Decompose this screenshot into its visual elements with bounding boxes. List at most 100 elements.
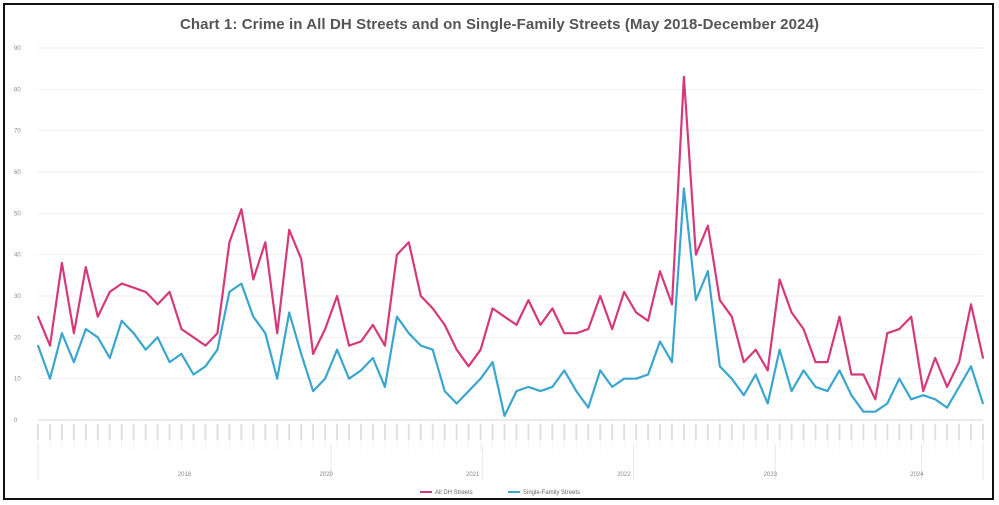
data-point xyxy=(970,303,972,306)
x-tick-label-placeholder xyxy=(647,424,650,440)
data-point xyxy=(72,332,75,335)
data-point xyxy=(766,402,769,405)
x-tick-label-placeholder xyxy=(72,424,75,440)
data-point xyxy=(156,303,159,306)
x-tick-label-placeholder xyxy=(539,424,542,440)
data-point xyxy=(826,390,829,392)
data-point xyxy=(934,357,937,359)
year-label: 2020 xyxy=(320,472,334,478)
data-point xyxy=(611,386,614,388)
series-lines xyxy=(36,75,985,417)
data-point xyxy=(192,373,195,376)
data-point xyxy=(551,307,554,310)
x-tick-label-placeholder xyxy=(778,424,781,440)
data-point xyxy=(300,257,303,260)
data-point xyxy=(886,332,889,335)
x-tick-label-placeholder xyxy=(682,424,685,440)
x-tick-label-placeholder xyxy=(886,424,889,440)
data-point xyxy=(683,76,685,78)
x-tick-label-placeholder xyxy=(575,424,578,440)
data-point xyxy=(587,328,590,330)
data-point xyxy=(49,377,51,380)
year-label: 2021 xyxy=(466,472,480,478)
data-point xyxy=(276,377,279,380)
data-point xyxy=(766,369,769,372)
year-label: 2024 xyxy=(910,472,924,478)
x-tick-label-placeholder xyxy=(587,424,590,440)
data-point xyxy=(527,299,530,302)
data-point xyxy=(695,299,697,302)
x-tick-label-placeholder xyxy=(132,424,135,440)
data-point xyxy=(312,390,315,392)
x-tick-label-placeholder xyxy=(515,424,518,440)
data-point xyxy=(862,410,865,413)
x-tick-label-placeholder xyxy=(730,424,733,440)
data-point xyxy=(946,406,949,409)
data-point xyxy=(383,344,386,347)
data-point xyxy=(264,332,267,335)
data-point xyxy=(216,332,219,335)
data-point xyxy=(730,315,733,318)
data-point xyxy=(407,332,410,335)
data-point xyxy=(910,398,913,401)
data-point xyxy=(563,332,566,335)
data-point xyxy=(108,357,111,359)
data-point xyxy=(252,315,255,318)
data-point xyxy=(348,377,350,380)
x-tick-label-placeholder xyxy=(766,424,769,440)
x-tick-label-placeholder xyxy=(874,424,877,440)
data-point xyxy=(192,336,195,339)
data-point xyxy=(228,241,231,244)
data-point xyxy=(395,315,398,318)
data-point xyxy=(204,344,207,347)
data-point xyxy=(49,344,51,347)
data-point xyxy=(491,361,494,364)
x-tick-label-placeholder xyxy=(312,424,315,440)
data-point xyxy=(503,414,506,417)
x-tick-label-placeholder xyxy=(371,424,374,440)
data-point xyxy=(120,319,123,322)
x-tick-label-placeholder xyxy=(108,424,111,440)
legend: All DH Streets Single-Family Streets xyxy=(420,490,580,496)
x-tick-label-placeholder xyxy=(120,424,123,440)
data-point xyxy=(958,386,960,388)
x-tick-label-placeholder xyxy=(455,424,458,440)
x-tick-label-placeholder xyxy=(383,424,386,440)
x-tick-label-placeholder xyxy=(838,424,841,440)
x-tick-label-placeholder xyxy=(754,424,757,440)
legend-label: Single-Family Streets xyxy=(523,490,580,496)
data-point xyxy=(659,340,661,343)
x-tick-label-placeholder xyxy=(144,424,147,440)
data-point xyxy=(37,315,39,318)
gridlines xyxy=(38,47,983,421)
x-tick-label-placeholder xyxy=(204,424,207,440)
data-point xyxy=(336,295,338,297)
data-point xyxy=(922,394,925,397)
y-tick-label: 0 xyxy=(14,418,18,424)
data-point xyxy=(575,390,578,392)
data-point xyxy=(491,307,494,310)
x-tick-label-placeholder xyxy=(168,424,171,440)
x-tick-label-placeholder xyxy=(48,424,51,440)
data-point xyxy=(946,386,949,388)
data-point xyxy=(515,390,518,392)
data-point xyxy=(383,386,386,388)
data-point xyxy=(479,348,482,351)
data-point xyxy=(84,266,87,268)
data-point xyxy=(886,402,889,405)
data-point xyxy=(838,315,841,318)
data-point xyxy=(288,228,291,231)
data-point xyxy=(312,352,315,355)
data-point xyxy=(455,402,458,405)
data-point xyxy=(647,373,649,376)
year-label: 2022 xyxy=(617,472,631,478)
data-point xyxy=(96,336,99,339)
data-point xyxy=(826,361,829,364)
axes: 0 10 20 30 40 50 60 70 80 90 2018 2020 2021 2022 2023 2… xyxy=(14,46,984,480)
x-tick-label-placeholder xyxy=(970,424,973,440)
data-point xyxy=(515,324,518,326)
data-point xyxy=(204,365,207,368)
series-line-0 xyxy=(36,75,985,401)
x-tick-label-placeholder xyxy=(814,424,817,440)
x-tick-label-placeholder xyxy=(898,424,901,440)
